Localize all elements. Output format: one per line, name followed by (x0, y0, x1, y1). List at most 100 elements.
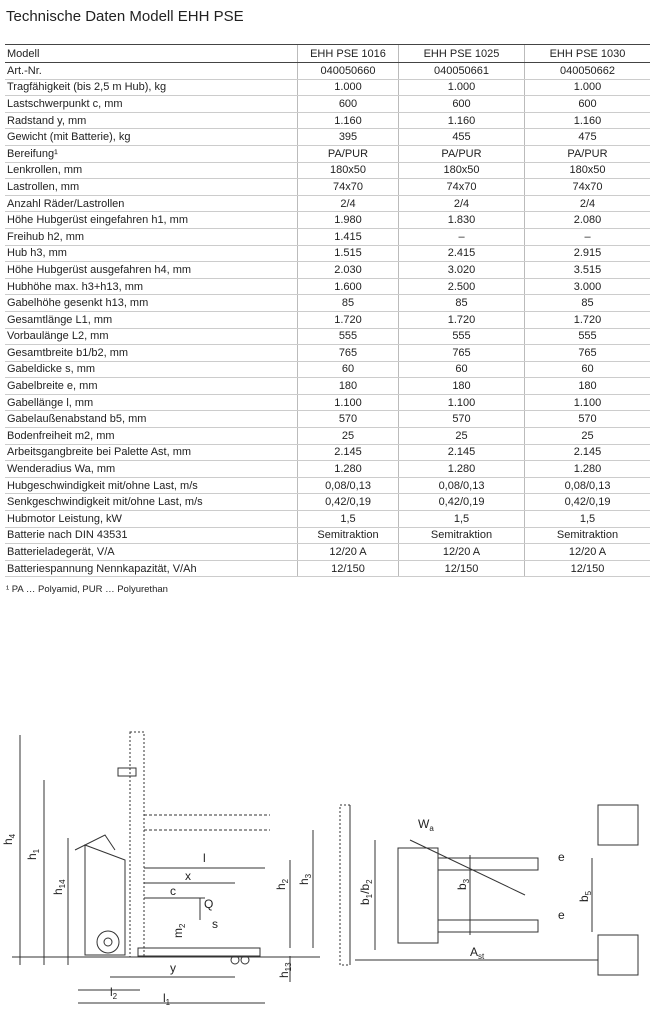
dimension-label: h13 (277, 962, 293, 978)
table-row: Modell EHH PSE 1016 EHH PSE 1025 EHH PSE 10… (5, 44, 650, 63)
value-cell: 570 (297, 410, 399, 429)
value-cell: 180 (524, 377, 650, 395)
value-cell: 2.030 (297, 261, 399, 279)
label-cell: Hubgeschwindigkeit mit/ohne Last, m/s (5, 477, 298, 495)
value-cell: 12/20 A (297, 543, 399, 561)
value-cell: 180x50 (398, 162, 525, 180)
label-cell: Modell (5, 44, 298, 63)
label-cell: Höhe Hubgerüst eingefahren h1, mm (5, 211, 298, 229)
value-cell: EHH PSE 1030 (524, 44, 650, 63)
value-cell: 85 (398, 294, 525, 312)
value-cell: 1,5 (524, 510, 650, 528)
label-cell: Art.-Nr. (5, 62, 298, 80)
value-cell: 600 (398, 95, 525, 113)
table-row: Batteriespannung Nennkapazität, V/Ah 12/1… (5, 560, 650, 578)
label-cell: Gabelaußenabstand b5, mm (5, 410, 298, 429)
value-cell: Semitraktion (297, 527, 399, 545)
value-cell: 12/150 (398, 560, 525, 578)
dimension-label: y (170, 961, 176, 975)
dimension-label: c (170, 884, 176, 898)
label-subscript: 1 (32, 848, 41, 853)
value-cell: 0,42/0,19 (297, 493, 399, 512)
dimension-label: l2 (110, 985, 118, 1001)
table-row: Wenderadius Wa, mm 1.280 1.280 1.280 (5, 460, 650, 478)
value-cell: 765 (398, 344, 525, 362)
value-cell: 74x70 (524, 178, 650, 196)
label-text: s (212, 917, 218, 931)
value-cell: 25 (297, 427, 399, 445)
label-subscript: 3 (304, 873, 313, 878)
table-row: Höhe Hubgerüst ausgefahren h4, mm 2.030 3.… (5, 261, 650, 279)
label-cell: Lenkrollen, mm (5, 162, 298, 180)
table-row: Senkgeschwindigkeit mit/ohne Last, m/s 0,… (5, 493, 650, 512)
value-cell: 1.720 (398, 311, 525, 329)
value-cell: 1,5 (398, 510, 525, 528)
value-cell: 25 (524, 427, 650, 445)
table-row: Batterieladegerät, V/A 12/20 A 12/20 A 12/2… (5, 543, 650, 561)
label-cell: Gesamtbreite b1/b2, mm (5, 344, 298, 362)
value-cell: 3.515 (524, 261, 650, 279)
label-text: y (170, 961, 176, 975)
value-cell: 1.160 (398, 112, 525, 130)
value-cell: 2.145 (398, 444, 525, 462)
title: Technische Daten Modell EHH PSE (6, 8, 244, 25)
value-cell: 0,08/0,13 (398, 477, 525, 495)
table-row: Lastschwerpunkt c, mm 600 600 600 (5, 95, 650, 113)
label-subscript: 2 (281, 878, 290, 883)
value-cell: PA/PUR (297, 145, 399, 163)
label-cell: Gewicht (mit Batterie), kg (5, 128, 298, 146)
value-cell: 455 (398, 128, 525, 146)
dimension-label: b5 (577, 890, 593, 902)
label-cell: Bodenfreiheit m2, mm (5, 427, 298, 445)
dimension-label: h14 (51, 879, 67, 895)
label-cell: Gesamtlänge L1, mm (5, 311, 298, 329)
label-text: h (274, 883, 288, 890)
value-cell: 555 (524, 328, 650, 346)
value-cell: 2.145 (297, 444, 399, 462)
label-cell: Batteriespannung Nennkapazität, V/Ah (5, 560, 298, 578)
value-cell: 85 (297, 294, 399, 312)
label-text: h (277, 971, 291, 978)
table-row: Gesamtlänge L1, mm 1.720 1.720 1.720 (5, 311, 650, 329)
label-text: h (297, 878, 311, 885)
table-row: Gabellänge l, mm 1.100 1.100 1.100 (5, 394, 650, 412)
dimension-label: Wa (418, 817, 434, 833)
value-cell: 570 (398, 410, 525, 429)
label-cell: Lastschwerpunkt c, mm (5, 95, 298, 113)
value-cell: 1,5 (297, 510, 399, 528)
dimension-label: l1 (163, 991, 171, 1007)
value-cell: 0,08/0,13 (524, 477, 650, 495)
label-cell: Batterieladegerät, V/A (5, 543, 298, 561)
value-cell: 2/4 (398, 195, 525, 213)
label-text: c (170, 884, 176, 898)
dimension-label: x (185, 869, 191, 883)
dimension-label: e (558, 908, 565, 922)
dimension-label: h4 (1, 833, 17, 845)
value-cell: – (398, 228, 525, 246)
top-view (339, 804, 639, 976)
value-cell: 180 (297, 377, 399, 395)
value-cell: 25 (398, 427, 525, 445)
label-subscript: 3 (462, 878, 471, 883)
label-cell: Gabelhöhe gesenkt h13, mm (5, 294, 298, 312)
value-cell: 3.000 (524, 278, 650, 296)
label-cell: Tragfähigkeit (bis 2,5 m Hub), kg (5, 79, 298, 97)
value-cell: Semitraktion (524, 527, 650, 545)
value-cell: PA/PUR (524, 145, 650, 163)
dimension-label: e (558, 850, 565, 864)
value-cell: EHH PSE 1016 (297, 44, 399, 63)
label-text: h (1, 838, 15, 845)
label-subscript: 1 (365, 893, 374, 898)
label-text: h (51, 888, 65, 895)
value-cell: 3.020 (398, 261, 525, 279)
value-cell: 1.100 (524, 394, 650, 412)
value-cell: 1.100 (297, 394, 399, 412)
value-cell: 765 (524, 344, 650, 362)
label-cell: Gabellänge l, mm (5, 394, 298, 412)
footnote: ¹ PA … Polyamid, PUR … Polyurethan (6, 584, 168, 595)
dimension-label: h2 (274, 878, 290, 890)
side-view (12, 731, 320, 1004)
value-cell: 475 (524, 128, 650, 146)
value-cell: 1.600 (297, 278, 399, 296)
